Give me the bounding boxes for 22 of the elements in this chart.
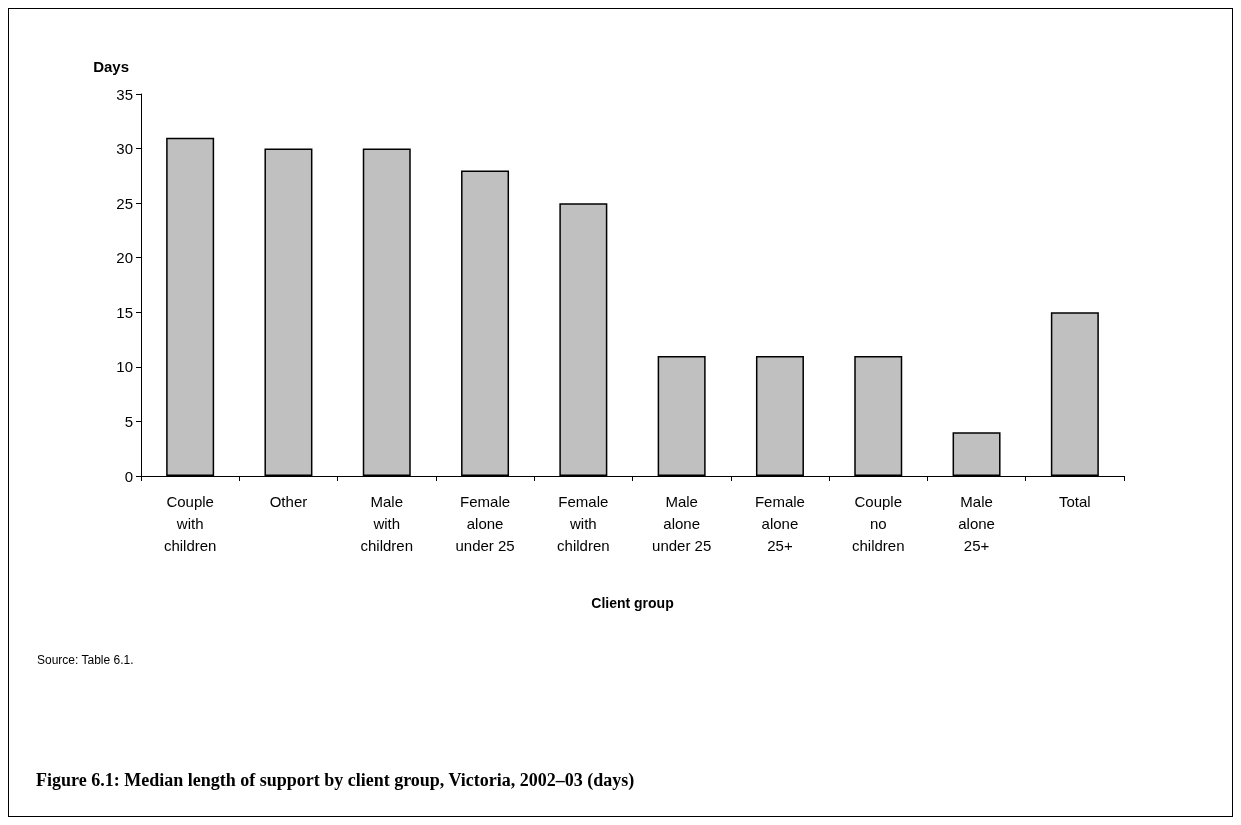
x-axis-title: Client group <box>591 595 674 611</box>
x-tick-label: Male alone under 25 <box>652 492 712 554</box>
x-tick-label: Couple no children <box>851 492 905 554</box>
x-tick-label: Total <box>1059 492 1091 510</box>
source-note: Source: Table 6.1. <box>37 653 134 667</box>
y-tick-label: 15 <box>116 303 133 321</box>
text: Figure 6.1: Median length of support by client group, Victoria, 2002–03 (days) <box>36 770 635 791</box>
y-tick-label: 30 <box>116 140 133 158</box>
x-tick-label: Female with children <box>557 492 610 554</box>
x-tick-label: Couple with children <box>163 492 217 554</box>
y-tick-label: 25 <box>116 194 133 212</box>
x-tick-label: Male alone 25+ <box>958 492 995 554</box>
y-axis-title: Days <box>93 58 129 75</box>
x-tick-label: Male with children <box>360 492 414 554</box>
x-tick-label: Female alone under 25 <box>455 492 515 554</box>
y-tick-label: 35 <box>116 85 133 103</box>
y-tick-label: 5 <box>124 412 133 430</box>
y-tick-label: 20 <box>116 249 133 267</box>
x-tick-label: Other <box>269 492 308 510</box>
y-tick-label: 0 <box>124 467 133 485</box>
y-tick-label: 10 <box>116 358 133 376</box>
x-tick-label: Female alone 25+ <box>754 492 805 554</box>
